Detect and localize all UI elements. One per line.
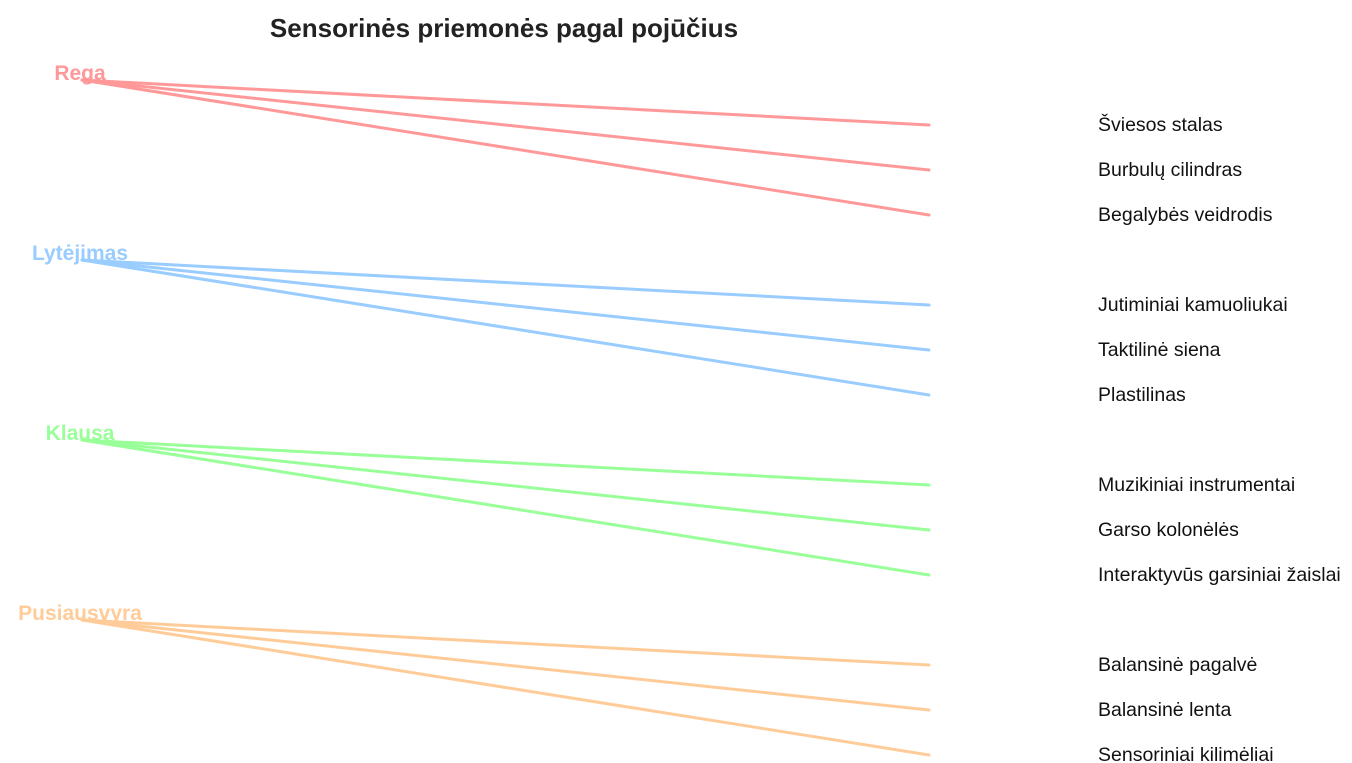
- item-label-plastilinas: Plastilinas: [1098, 384, 1186, 406]
- link-lytejimas-taktiline-siena: [80, 258, 931, 352]
- category-label-rega: Rega: [54, 62, 106, 85]
- item-label-burbulu-cilindras: Burbulų cilindras: [1098, 159, 1242, 181]
- link-klausa-garso-koloneles: [80, 438, 931, 532]
- item-label-interaktyvus-garsiniai-zaislai: Interaktyvūs garsiniai žaislai: [1098, 564, 1341, 586]
- item-label-taktiline-siena: Taktilinė siena: [1098, 339, 1221, 361]
- link-pusiausvyra-balansine-lenta: [80, 618, 931, 712]
- link-klausa-muzikiniai-instrumentai: [80, 438, 931, 487]
- item-label-balansine-pagalve: Balansinė pagalvė: [1098, 654, 1257, 676]
- category-label-klausa: Klausa: [46, 422, 115, 445]
- item-label-sensoriniai-kilimeliai: Sensoriniai kilimėliai: [1098, 744, 1274, 763]
- connection-lines: [80, 78, 931, 757]
- item-label-garso-koloneles: Garso kolonėlės: [1098, 519, 1239, 541]
- item-label-sviesos-stalas: Šviesos stalas: [1098, 113, 1223, 136]
- link-rega-sviesos-stalas: [80, 78, 931, 127]
- category-label-pusiausvyra: Pusiausvyra: [18, 602, 142, 625]
- item-label-jutiminiai-kamuoliukai: Jutiminiai kamuoliukai: [1098, 294, 1288, 316]
- link-lytejimas-plastilinas: [80, 258, 931, 397]
- link-rega-burbulu-cilindras: [80, 78, 931, 172]
- category-labels: Rega Lytėjimas Klausa Pusiausvyra: [18, 62, 142, 625]
- category-label-lytejimas: Lytėjimas: [32, 242, 128, 265]
- link-lytejimas-jutiminiai-kamuoliukai: [80, 258, 931, 307]
- link-rega-begalybes-veidrodis: [80, 78, 931, 217]
- item-label-balansine-lenta: Balansinė lenta: [1098, 699, 1232, 721]
- item-labels: Šviesos stalas Burbulų cilindras Begalybės…: [1098, 113, 1341, 763]
- link-pusiausvyra-balansine-pagalve: [80, 618, 931, 667]
- link-pusiausvyra-sensoriniai-kilimeliai: [80, 618, 931, 757]
- link-klausa-interaktyvus-garsiniai-zaislai: [80, 438, 931, 577]
- diagram-title: Sensorinės priemonės pagal pojūčius: [270, 13, 738, 43]
- item-label-begalybes-veidrodis: Begalybės veidrodis: [1098, 204, 1273, 226]
- item-label-muzikiniai-instrumentai: Muzikiniai instrumentai: [1098, 474, 1295, 496]
